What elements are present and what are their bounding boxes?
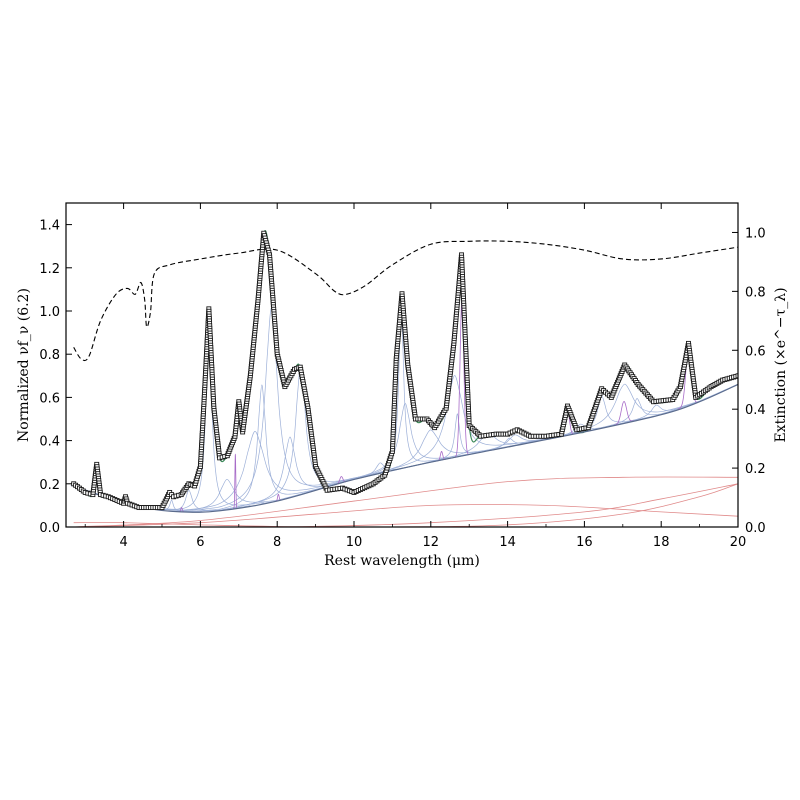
x-tick-label: 12: [423, 535, 440, 550]
x-tick-label: 16: [576, 535, 593, 550]
right-y-axis-title: Extinction (×e^−τ_λ): [773, 287, 789, 442]
emission-line-2: [233, 453, 238, 509]
left-y-tick-label: 0.0: [39, 521, 60, 536]
x-tick-label: 4: [119, 535, 127, 550]
emission-line-8: [613, 401, 635, 426]
right-y-tick-label: 1.0: [745, 226, 766, 241]
left-y-tick-label: 1.4: [39, 219, 60, 234]
x-tick-label: 20: [730, 535, 747, 550]
left-y-axis-title: Normalized νf_ν (6.2): [16, 288, 32, 442]
x-tick-label: 6: [196, 535, 204, 550]
x-axis-title: Rest wavelength (μm): [324, 553, 480, 569]
left-y-tick-label: 1.0: [39, 305, 60, 320]
dust-continuum-curve-1: [73, 476, 738, 527]
observed-data-markers: [71, 230, 738, 511]
dust-continuum-curve-2: [73, 504, 738, 527]
right-y-tick-label: 0.0: [745, 521, 766, 536]
left-y-tick-label: 0.8: [39, 348, 60, 363]
spectrum-series: [73, 229, 738, 513]
dust-continuum-curve-5: [73, 522, 738, 527]
extinction-line: [73, 240, 738, 362]
plot-frame: [65, 202, 739, 528]
x-tick-label: 18: [653, 535, 670, 550]
x-tick-label: 8: [273, 535, 281, 550]
left-y-tick-label: 0.6: [39, 391, 60, 406]
dust-continuum-components: [73, 476, 738, 527]
pah-feature-12: [355, 306, 448, 479]
dust-continuum-curve-3: [73, 483, 738, 527]
x-tick-label: 10: [346, 535, 363, 550]
x-tick-label: 14: [499, 535, 516, 550]
pah-feature-7: [185, 384, 339, 512]
data-point: [735, 373, 738, 379]
right-y-tick-label: 0.6: [745, 344, 766, 359]
left-y-tick-label: 0.4: [39, 435, 60, 450]
right-y-tick-label: 0.4: [745, 403, 766, 418]
axis-ticks: 4 6 8 10 12 14 16 18 200.00.20.40.60.81.01.21.40…: [39, 203, 766, 550]
right-y-tick-label: 0.2: [745, 462, 766, 477]
left-y-tick-label: 0.2: [39, 478, 60, 493]
right-y-tick-label: 0.8: [745, 285, 766, 300]
left-y-tick-label: 1.2: [39, 262, 60, 277]
pah-feature-16: [411, 413, 504, 467]
